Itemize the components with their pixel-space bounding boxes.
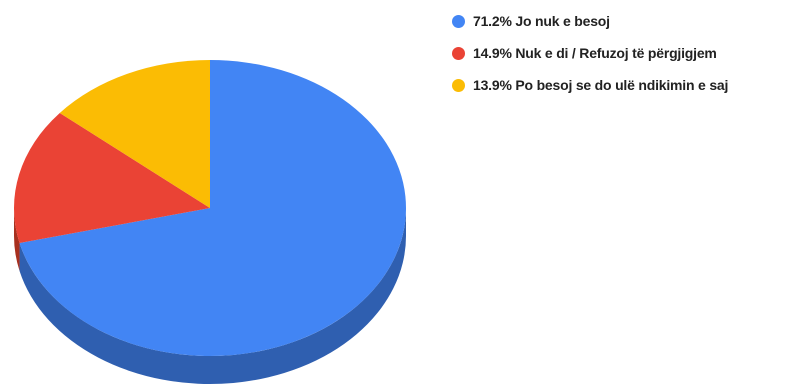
pie-slice-side: [19, 208, 406, 384]
legend-item: 71.2% Jo nuk e besoj: [452, 10, 802, 32]
legend-item: 14.9% Nuk e di / Refuzoj të përgjigjem: [452, 42, 802, 64]
legend-swatch-yellow: [452, 78, 465, 92]
pie-slice: [59, 59, 211, 208]
pie-slice: [13, 112, 210, 244]
legend-item: 13.9% Po besoj se do ulë ndikimin e saj: [452, 74, 802, 96]
pie-slice-side: [14, 208, 20, 272]
pie-chart-svg: [13, 59, 406, 384]
legend-swatch-blue: [452, 14, 465, 28]
pie-slice: [19, 60, 406, 356]
legend-swatch-red: [452, 46, 465, 60]
legend-label: 71.2% Jo nuk e besoj: [473, 13, 610, 29]
chart-legend: 71.2% Jo nuk e besoj 14.9% Nuk e di / Re…: [452, 10, 802, 106]
legend-label: 13.9% Po besoj se do ulë ndikimin e saj: [473, 77, 729, 93]
legend-label: 14.9% Nuk e di / Refuzoj të përgjigjem: [473, 45, 717, 61]
pie-chart: [13, 59, 406, 384]
